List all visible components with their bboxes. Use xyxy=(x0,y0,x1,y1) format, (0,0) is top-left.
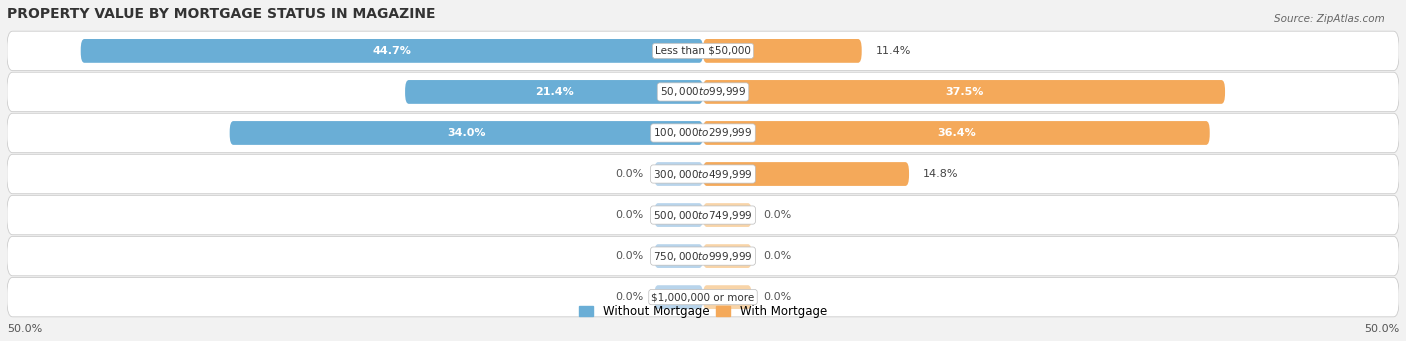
Text: $500,000 to $749,999: $500,000 to $749,999 xyxy=(654,209,752,222)
FancyBboxPatch shape xyxy=(7,236,1399,276)
FancyBboxPatch shape xyxy=(7,195,1399,235)
FancyBboxPatch shape xyxy=(654,244,703,268)
Text: $750,000 to $999,999: $750,000 to $999,999 xyxy=(654,250,752,263)
FancyBboxPatch shape xyxy=(7,31,1399,71)
Text: 0.0%: 0.0% xyxy=(614,251,643,261)
Legend: Without Mortgage, With Mortgage: Without Mortgage, With Mortgage xyxy=(574,300,832,323)
Text: 50.0%: 50.0% xyxy=(7,324,42,334)
Text: 0.0%: 0.0% xyxy=(763,210,792,220)
Text: Source: ZipAtlas.com: Source: ZipAtlas.com xyxy=(1274,14,1385,24)
FancyBboxPatch shape xyxy=(703,244,752,268)
Text: $1,000,000 or more: $1,000,000 or more xyxy=(651,292,755,302)
FancyBboxPatch shape xyxy=(654,203,703,227)
Text: 34.0%: 34.0% xyxy=(447,128,485,138)
Text: 50.0%: 50.0% xyxy=(1364,324,1399,334)
Text: 0.0%: 0.0% xyxy=(763,251,792,261)
Text: 21.4%: 21.4% xyxy=(534,87,574,97)
FancyBboxPatch shape xyxy=(654,285,703,309)
Text: 36.4%: 36.4% xyxy=(936,128,976,138)
Text: 14.8%: 14.8% xyxy=(922,169,959,179)
FancyBboxPatch shape xyxy=(703,121,1209,145)
Text: $50,000 to $99,999: $50,000 to $99,999 xyxy=(659,86,747,99)
FancyBboxPatch shape xyxy=(7,113,1399,153)
Text: 44.7%: 44.7% xyxy=(373,46,412,56)
FancyBboxPatch shape xyxy=(703,39,862,63)
Text: $300,000 to $499,999: $300,000 to $499,999 xyxy=(654,167,752,180)
Text: Less than $50,000: Less than $50,000 xyxy=(655,46,751,56)
Text: 0.0%: 0.0% xyxy=(614,210,643,220)
FancyBboxPatch shape xyxy=(703,285,752,309)
Text: 0.0%: 0.0% xyxy=(614,169,643,179)
Text: 0.0%: 0.0% xyxy=(763,292,792,302)
FancyBboxPatch shape xyxy=(7,72,1399,112)
FancyBboxPatch shape xyxy=(405,80,703,104)
FancyBboxPatch shape xyxy=(229,121,703,145)
Text: $100,000 to $299,999: $100,000 to $299,999 xyxy=(654,127,752,139)
Text: PROPERTY VALUE BY MORTGAGE STATUS IN MAGAZINE: PROPERTY VALUE BY MORTGAGE STATUS IN MAG… xyxy=(7,7,436,21)
Text: 37.5%: 37.5% xyxy=(945,87,983,97)
FancyBboxPatch shape xyxy=(80,39,703,63)
FancyBboxPatch shape xyxy=(654,162,703,186)
FancyBboxPatch shape xyxy=(703,203,752,227)
Text: 0.0%: 0.0% xyxy=(614,292,643,302)
FancyBboxPatch shape xyxy=(7,154,1399,194)
FancyBboxPatch shape xyxy=(703,162,910,186)
Text: 11.4%: 11.4% xyxy=(876,46,911,56)
FancyBboxPatch shape xyxy=(703,80,1225,104)
FancyBboxPatch shape xyxy=(7,278,1399,317)
